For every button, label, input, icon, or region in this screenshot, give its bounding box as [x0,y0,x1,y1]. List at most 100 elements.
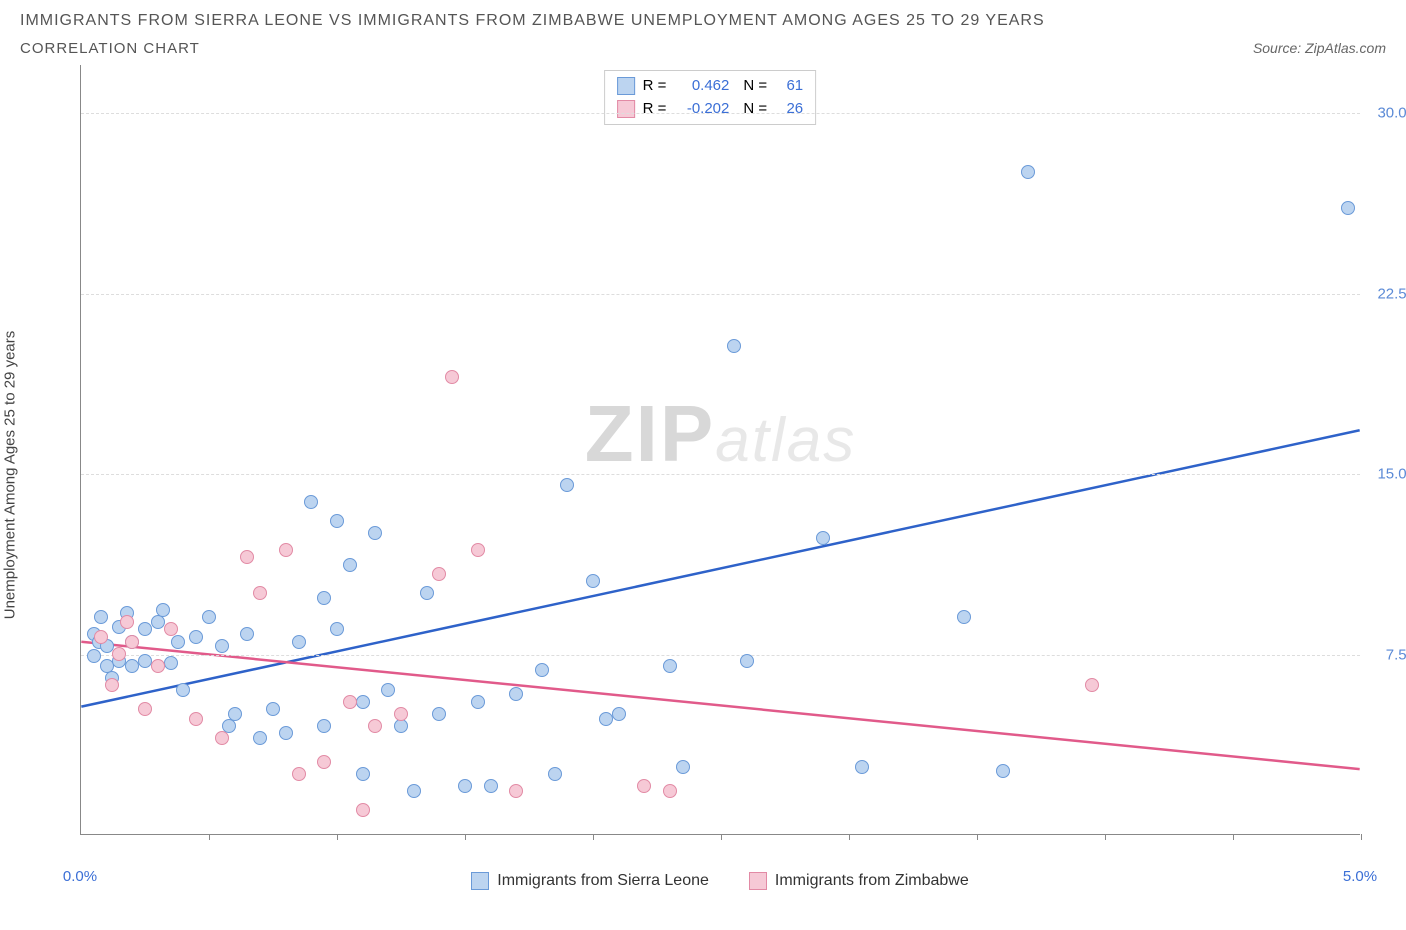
data-point [663,784,677,798]
xtick [593,834,594,840]
data-point [458,779,472,793]
xtick [465,834,466,840]
data-point [471,543,485,557]
data-point [240,627,254,641]
data-point [330,622,344,636]
data-point [1085,678,1099,692]
chart-title: IMMIGRANTS FROM SIERRA LEONE VS IMMIGRAN… [20,12,1386,30]
xtick [1105,834,1106,840]
data-point [535,663,549,677]
data-point [368,526,382,540]
data-point [740,654,754,668]
legend-label-1: Immigrants from Zimbabwe [775,872,969,890]
r-label: R = [643,98,667,121]
data-point [94,610,108,624]
xtick [721,834,722,840]
data-point [356,695,370,709]
n-label: N = [743,75,767,98]
data-point [87,649,101,663]
gridline [81,294,1360,295]
chart-container: Unemployment Among Ages 25 to 29 years Z… [20,65,1386,885]
data-point [394,719,408,733]
data-point [176,683,190,697]
data-point [125,635,139,649]
legend-swatch-1 [617,100,635,118]
ytick-label: 30.0% [1365,105,1406,122]
data-point [445,370,459,384]
legend-stats-row-0: R = 0.462 N = 61 [617,75,804,98]
legend-stats-row-1: R = -0.202 N = 26 [617,98,804,121]
xtick [337,834,338,840]
data-point [343,558,357,572]
data-point [509,784,523,798]
data-point [317,719,331,733]
data-point [394,707,408,721]
r-label: R = [643,75,667,98]
trend-line [81,430,1359,706]
ytick-label: 7.5% [1365,646,1406,663]
data-point [484,779,498,793]
plot-area: ZIPatlas R = 0.462 N = 61 R = -0.202 N =… [80,65,1360,835]
data-point [156,603,170,617]
data-point [356,767,370,781]
data-point [138,622,152,636]
data-point [215,639,229,653]
data-point [957,610,971,624]
xtick [209,834,210,840]
data-point [330,514,344,528]
xtick [1233,834,1234,840]
data-point [202,610,216,624]
watermark-zip: ZIP [585,389,715,478]
legend-stats: R = 0.462 N = 61 R = -0.202 N = 26 [604,70,817,125]
data-point [112,647,126,661]
watermark-atlas: atlas [715,406,856,475]
data-point [253,586,267,600]
bottom-legend: Immigrants from Sierra Leone Immigrants … [80,872,1360,890]
watermark: ZIPatlas [585,388,856,480]
n-value-1: 26 [775,98,803,121]
xtick [849,834,850,840]
xtick [977,834,978,840]
data-point [215,731,229,745]
data-point [164,622,178,636]
data-point [317,591,331,605]
data-point [292,767,306,781]
data-point [151,615,165,629]
data-point [368,719,382,733]
legend-swatch-1-icon [749,872,767,890]
chart-subtitle: CORRELATION CHART [20,40,200,57]
data-point [509,687,523,701]
n-label: N = [743,98,767,121]
data-point [279,726,293,740]
r-value-1: -0.202 [674,98,729,121]
data-point [343,695,357,709]
x-label-left: 0.0% [63,868,97,885]
data-point [420,586,434,600]
y-axis-label: Unemployment Among Ages 25 to 29 years [2,331,19,620]
gridline [81,474,1360,475]
x-label-right: 5.0% [1343,868,1377,885]
data-point [432,707,446,721]
data-point [612,707,626,721]
data-point [855,760,869,774]
data-point [164,656,178,670]
trend-lines [81,65,1360,834]
data-point [151,659,165,673]
ytick-label: 22.5% [1365,285,1406,302]
data-point [1021,165,1035,179]
data-point [560,478,574,492]
data-point [189,712,203,726]
legend-item-1: Immigrants from Zimbabwe [749,872,969,890]
subtitle-row: CORRELATION CHART Source: ZipAtlas.com [20,40,1386,57]
gridline [81,113,1360,114]
data-point [676,760,690,774]
data-point [253,731,267,745]
data-point [586,574,600,588]
data-point [317,755,331,769]
data-point [432,567,446,581]
gridline [81,655,1360,656]
legend-swatch-0 [617,77,635,95]
legend-label-0: Immigrants from Sierra Leone [497,872,709,890]
data-point [138,702,152,716]
r-value-0: 0.462 [674,75,729,98]
